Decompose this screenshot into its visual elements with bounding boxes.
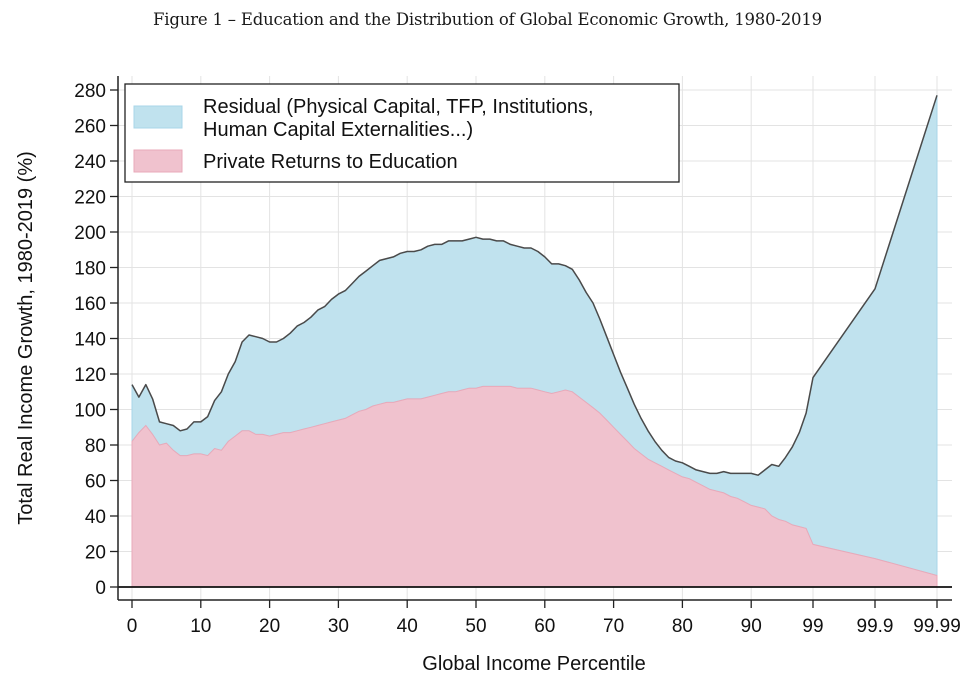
y-tick-label: 200: [74, 223, 106, 244]
x-tick-label: 70: [603, 616, 624, 637]
y-tick-label: 180: [74, 259, 106, 280]
y-tick-label: 0: [95, 578, 106, 599]
axes: 0 20 40 60 80 100 120 140 160 180 200 220 240 260 280 0…: [74, 76, 961, 637]
x-tick-label: 30: [328, 616, 349, 637]
x-tick-label: 80: [672, 616, 693, 637]
x-axis-title: Global Income Percentile: [422, 653, 645, 675]
y-tick-label: 100: [74, 401, 106, 422]
x-tick-label: 99.99: [913, 616, 961, 637]
y-tick-label: 260: [74, 117, 106, 138]
y-tick-label: 120: [74, 365, 106, 386]
y-tick-label: 280: [74, 81, 106, 102]
areas: [131, 95, 938, 588]
y-tick-label: 240: [74, 152, 106, 173]
x-tick-label: 90: [741, 616, 762, 637]
legend-swatch-residual: [133, 105, 183, 129]
y-tick-label: 220: [74, 188, 106, 209]
x-tick-label: 0: [127, 616, 138, 637]
y-axis-title: Total Real Income Growth, 1980-2019 (%): [15, 151, 37, 525]
x-tick-label: 99: [802, 616, 823, 637]
x-tick-label: 20: [259, 616, 280, 637]
legend: Residual (Physical Capital, TFP, Institu…: [124, 83, 680, 183]
y-tick-label: 160: [74, 294, 106, 315]
y-tick-label: 60: [85, 472, 106, 493]
private-returns-area: [131, 385, 938, 588]
figure-title: Figure 1 – Education and the Distributio…: [153, 10, 822, 29]
y-tick-label: 20: [85, 543, 106, 564]
legend-label-residual-line1: Residual (Physical Capital, TFP, Institu…: [203, 96, 594, 118]
legend-box: [124, 83, 680, 183]
x-tick-label: 10: [190, 616, 211, 637]
legend-label-private: Private Returns to Education: [203, 151, 458, 173]
x-tick-label: 60: [534, 616, 555, 637]
x-tick-label: 99.9: [857, 616, 894, 637]
total-growth-line: [131, 95, 938, 476]
y-tick-label: 40: [85, 507, 106, 528]
legend-label-residual-line2: Human Capital Externalities...): [203, 119, 473, 141]
legend-swatch-private: [133, 149, 183, 173]
y-tick-label: 80: [85, 436, 106, 457]
x-tick-label: 40: [397, 616, 418, 637]
y-tick-label: 140: [74, 330, 106, 351]
x-tick-label: 50: [465, 616, 486, 637]
